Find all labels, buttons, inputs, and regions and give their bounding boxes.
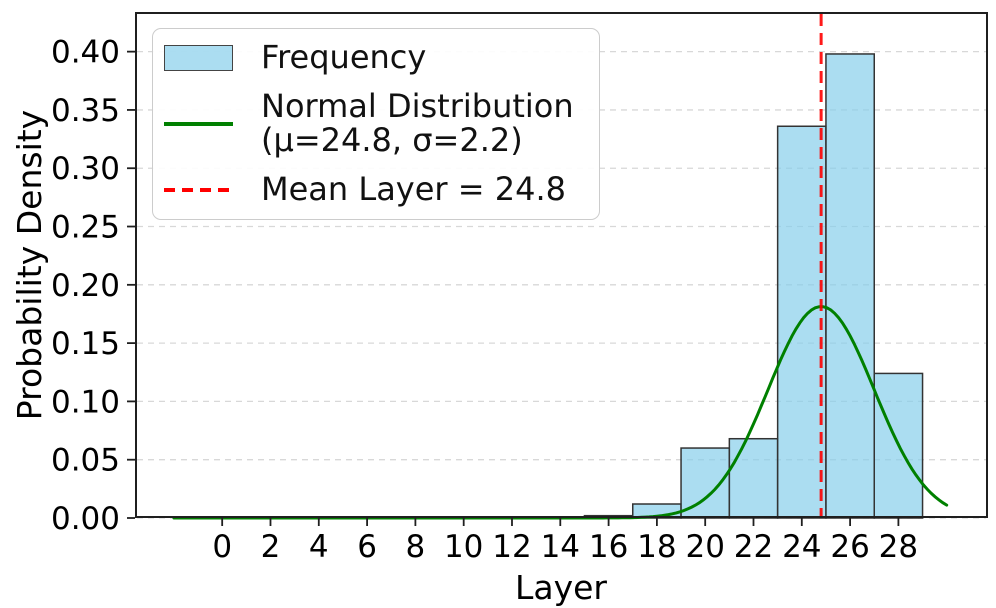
legend-item-mean-layer: Mean Layer = 24.8 — [164, 173, 589, 207]
mean-line-swatch-icon — [164, 188, 233, 192]
y-tick-label: 0.20 — [51, 268, 120, 304]
normal-curve-swatch-icon — [164, 122, 233, 126]
x-tick-label: 0 — [212, 529, 232, 565]
y-tick-label: 0.30 — [51, 151, 120, 187]
y-tick-label: 0.05 — [51, 443, 120, 479]
y-tick-label: 0.00 — [51, 501, 120, 537]
x-tick-label: 14 — [541, 529, 580, 565]
x-tick-label: 28 — [879, 529, 918, 565]
histogram-bar — [825, 53, 876, 519]
y-tick-label: 0.25 — [51, 210, 120, 246]
y-tick-label: 0.35 — [51, 93, 120, 129]
frequency-swatch-icon — [164, 44, 233, 71]
x-tick-label: 20 — [685, 529, 724, 565]
x-tick-label: 2 — [261, 529, 281, 565]
legend-item-normal-distribution: Normal Distribution (μ=24.8, σ=2.2) — [164, 90, 589, 157]
x-tick-label: 8 — [406, 529, 426, 565]
legend: Frequency Normal Distribution (μ=24.8, σ… — [152, 28, 600, 220]
y-tick-label: 0.10 — [51, 384, 120, 420]
legend-label-normal-distribution: Normal Distribution (μ=24.8, σ=2.2) — [261, 87, 574, 159]
tick-labels: 0 2 4 6 8 10 12 14 16 18 20 22 24 26 280.000.050.100.1… — [51, 35, 918, 565]
y-tick-label: 0.40 — [51, 35, 120, 71]
y-axis-label: Probability Density — [10, 110, 49, 420]
plot-border — [135, 12, 988, 518]
x-tick-label: 10 — [444, 529, 483, 565]
axes-spines-and-ticks — [127, 12, 988, 526]
legend-label-frequency: Frequency — [261, 38, 427, 76]
x-tick-label: 16 — [589, 529, 628, 565]
legend-item-frequency: Frequency — [164, 38, 589, 76]
histogram-bars — [583, 53, 924, 519]
x-tick-label: 6 — [357, 529, 377, 565]
legend-label-mean-layer: Mean Layer = 24.8 — [261, 170, 566, 209]
x-tick-label: 12 — [492, 529, 531, 565]
x-tick-label: 26 — [830, 529, 869, 565]
y-tick-label: 0.15 — [51, 326, 120, 362]
x-tick-label: 18 — [637, 529, 676, 565]
x-tick-label: 4 — [309, 529, 329, 565]
x-axis-label: Layer — [515, 568, 607, 607]
x-tick-label: 22 — [734, 529, 773, 565]
x-tick-label: 24 — [782, 529, 821, 565]
histogram-bar — [728, 437, 779, 519]
